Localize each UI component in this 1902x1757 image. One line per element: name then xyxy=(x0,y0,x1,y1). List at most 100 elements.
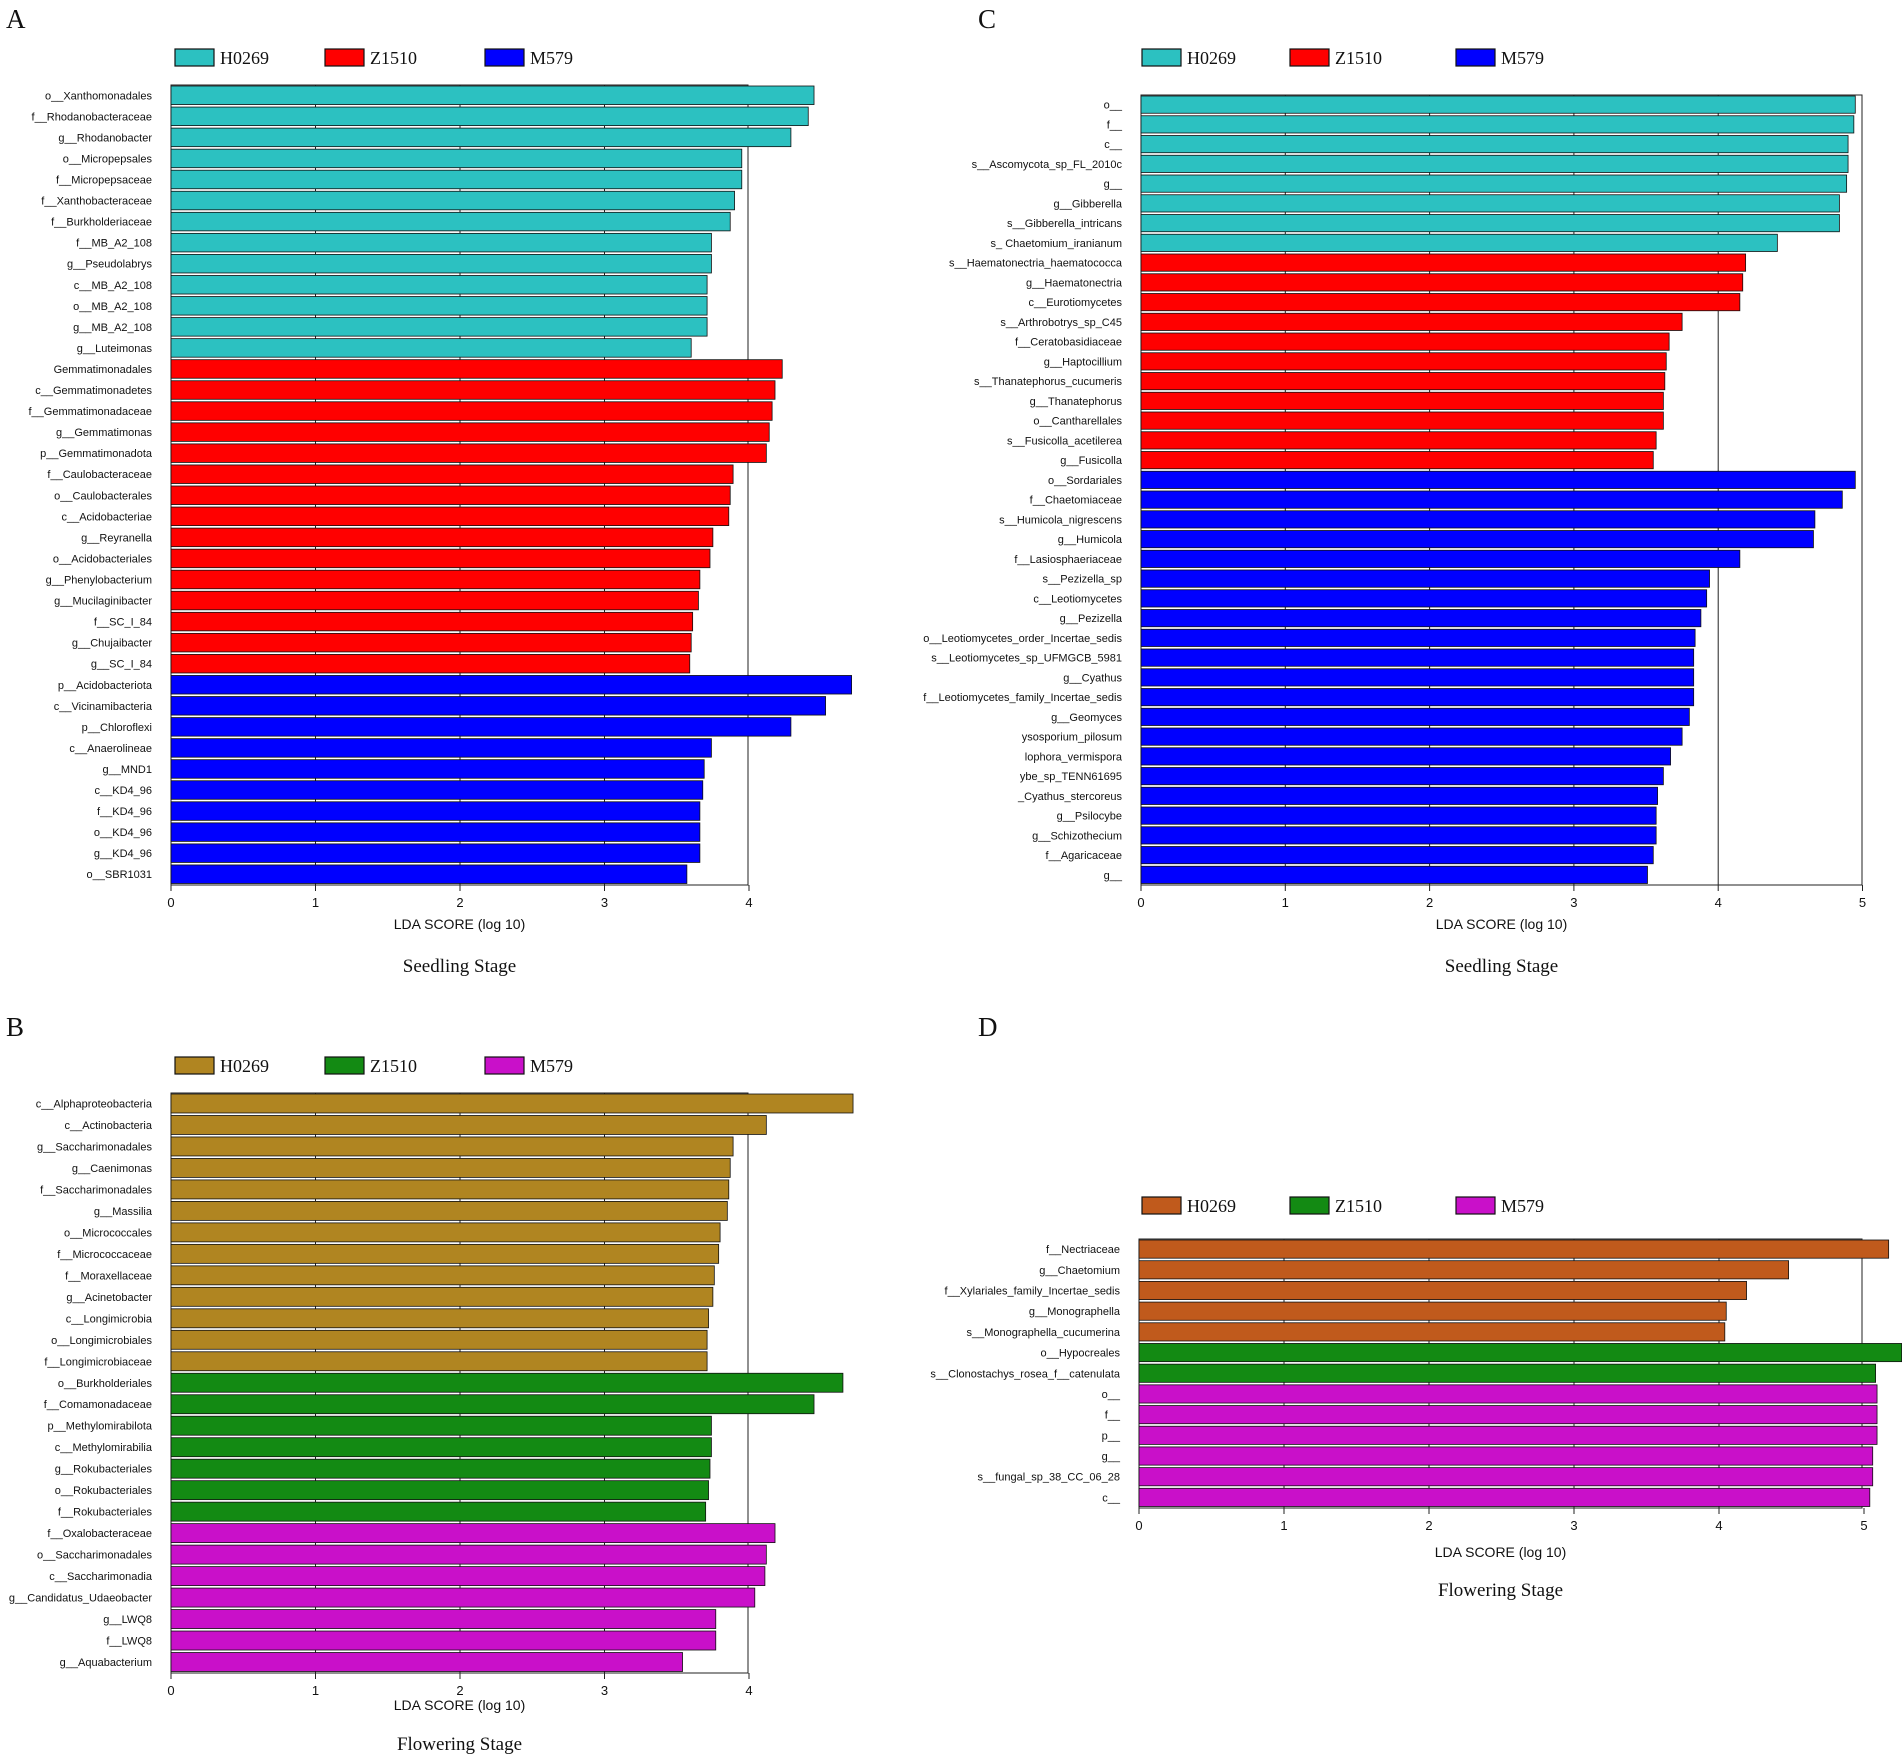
category-label: o__Acidobacteriales xyxy=(53,553,153,565)
bar-h0269 xyxy=(170,1093,854,1114)
category-label: o__Cantharellales xyxy=(1033,416,1122,428)
category-label: g__MND1 xyxy=(102,764,152,776)
legend-swatch xyxy=(1289,48,1330,67)
legend-label: H0269 xyxy=(1187,1196,1236,1216)
category-label: o__SBR1031 xyxy=(87,869,152,881)
bar-z1510 xyxy=(170,590,699,611)
category-label: f__Nectriaceae xyxy=(1046,1244,1120,1256)
category-label: g__Geomyces xyxy=(1051,712,1122,724)
x-tick-label: 4 xyxy=(745,1683,752,1698)
chart-panel-d: f__Nectriaceae g__Chaetomium f__Xylariales… xyxy=(930,1196,1902,1601)
bar-z1510 xyxy=(170,632,692,653)
category-label: o__ xyxy=(1104,100,1123,112)
x-tick-label: 1 xyxy=(312,1683,319,1698)
category-label: f__Moraxellaceae xyxy=(65,1270,152,1282)
bar-h0269 xyxy=(170,169,743,190)
bar-m579 xyxy=(170,1544,767,1565)
category-label: o__Micropepsales xyxy=(63,153,153,165)
bar-m579 xyxy=(170,780,704,800)
category-label: g__ xyxy=(1102,1451,1121,1463)
category-label: g__Chujaibacter xyxy=(72,638,152,650)
legend-label: M579 xyxy=(1501,48,1544,68)
legend-swatch xyxy=(484,1056,525,1075)
x-tick-label: 0 xyxy=(1135,1518,1142,1533)
category-label: g__Pezizella xyxy=(1060,613,1123,625)
bar-h0269 xyxy=(1138,1280,1747,1300)
x-tick-label: 0 xyxy=(1137,895,1144,910)
bar-h0269 xyxy=(170,1286,714,1307)
bar-m579 xyxy=(1138,1467,1874,1487)
category-label: g__Schizothecium xyxy=(1032,830,1122,842)
category-label: f__Rhodanobacteraceae xyxy=(32,111,152,123)
bar-z1510 xyxy=(1140,332,1670,351)
bar-h0269 xyxy=(170,296,708,316)
bar-z1510 xyxy=(170,548,711,569)
category-label: ysosporium_pilosum xyxy=(1022,732,1122,744)
category-label: s__Fusicolla_acetilerea xyxy=(1007,435,1123,447)
category-label: g__MB_A2_108 xyxy=(73,322,152,334)
category-label: f__Agaricaceae xyxy=(1046,850,1122,862)
category-label: c__Leotiomycetes xyxy=(1033,593,1122,605)
category-label: f__MB_A2_108 xyxy=(76,238,152,250)
panel-letter-b: B xyxy=(6,1012,24,1042)
bar-m579 xyxy=(1140,786,1658,805)
legend-label: H0269 xyxy=(1187,48,1236,68)
x-tick-label: 5 xyxy=(1859,895,1866,910)
x-tick-label: 2 xyxy=(456,1683,463,1698)
panel-letter-c: C xyxy=(978,4,996,34)
category-label: g__ xyxy=(1104,179,1123,191)
category-label: f__Caulobacteraceae xyxy=(47,469,152,481)
legend-swatch xyxy=(1141,1196,1182,1215)
category-label: f__Lasiosphaeriaceae xyxy=(1014,554,1122,566)
x-tick-label: 2 xyxy=(456,895,463,910)
category-label: g__Fusicolla xyxy=(1060,455,1123,467)
category-label: g__Acinetobacter xyxy=(66,1292,152,1304)
x-tick-label: 2 xyxy=(1426,895,1433,910)
bar-m579 xyxy=(170,1587,756,1608)
bar-z1510 xyxy=(1140,293,1741,312)
bar-z1510 xyxy=(1140,391,1664,410)
category-label: o__Hypocreales xyxy=(1041,1348,1121,1360)
category-label: g__Chaetomium xyxy=(1039,1265,1120,1277)
bar-m579 xyxy=(170,822,701,842)
bar-z1510 xyxy=(170,506,730,527)
x-tick-label: 1 xyxy=(1282,895,1289,910)
bar-m579 xyxy=(1140,530,1814,549)
bar-z1510 xyxy=(170,401,773,421)
bar-m579 xyxy=(1140,490,1843,509)
bar-m579 xyxy=(1140,569,1710,588)
x-tick-label: 0 xyxy=(167,1683,174,1698)
category-label: c__Anaerolineae xyxy=(69,743,152,755)
bar-h0269 xyxy=(1140,174,1848,193)
bar-m579 xyxy=(1140,510,1816,529)
category-label: o__KD4_96 xyxy=(94,827,152,839)
legend-swatch xyxy=(1455,1196,1496,1215)
bar-m579 xyxy=(1140,470,1856,489)
category-label: p__Methylomirabilota xyxy=(47,1421,152,1433)
bar-m579 xyxy=(170,1566,766,1586)
category-label: o__MB_A2_108 xyxy=(73,301,152,313)
bar-z1510 xyxy=(170,611,694,632)
bar-h0269 xyxy=(170,1158,731,1178)
category-label: ybe_sp_TENN61695 xyxy=(1020,771,1122,783)
bar-h0269 xyxy=(170,1115,767,1135)
legend-swatch xyxy=(174,48,215,67)
category-label: g__KD4_96 xyxy=(94,848,152,860)
bar-m579 xyxy=(1138,1487,1871,1507)
category-label: c__Eurotiomycetes xyxy=(1028,297,1122,309)
category-label: g__Luteimonas xyxy=(77,343,153,355)
bar-h0269 xyxy=(1138,1322,1726,1342)
legend-swatch xyxy=(1455,48,1496,67)
category-label: g__Rhodanobacter xyxy=(58,132,152,144)
x-tick-label: 4 xyxy=(1715,1518,1722,1533)
x-axis-label: LDA SCORE (log 10) xyxy=(394,1697,526,1713)
category-label: o__Sordariales xyxy=(1048,475,1122,487)
chart-title: Flowering Stage xyxy=(1438,1580,1563,1601)
bar-z1510 xyxy=(170,1458,711,1479)
bar-z1510 xyxy=(1140,451,1654,470)
category-label: c__Alphaproteobacteria xyxy=(36,1098,153,1110)
bar-z1510 xyxy=(170,380,776,400)
category-label: p__Gemmatimonadota xyxy=(40,448,153,460)
category-label: f__Saccharimonadales xyxy=(40,1184,152,1196)
category-label: g__Monographella xyxy=(1029,1306,1121,1318)
